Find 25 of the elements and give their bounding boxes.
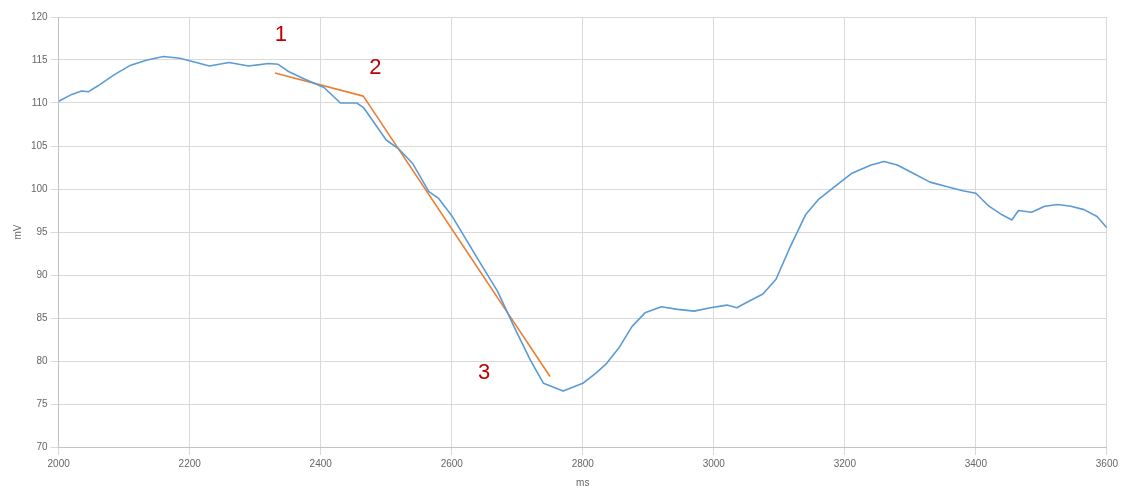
y-tick-label: 70 bbox=[36, 440, 49, 452]
y-tick-label: 100 bbox=[31, 182, 49, 194]
x-tick-label: 2400 bbox=[309, 457, 333, 469]
annotation: 2 bbox=[369, 54, 382, 80]
y-tick-label: 90 bbox=[36, 268, 49, 280]
y-tick-label: 120 bbox=[31, 10, 49, 22]
y-tick-label: 75 bbox=[36, 397, 49, 409]
annotation: 3 bbox=[477, 358, 491, 384]
x-tick-label: 2600 bbox=[440, 457, 464, 469]
y-axis-title: mV bbox=[11, 224, 23, 240]
y-tick-label: 110 bbox=[31, 96, 49, 108]
y-tick-label: 115 bbox=[31, 53, 49, 65]
y-tick-label: 80 bbox=[36, 354, 49, 366]
y-tick-label: 95 bbox=[36, 225, 49, 237]
x-tick-label: 3200 bbox=[833, 457, 857, 469]
x-tick-label: 2800 bbox=[571, 457, 595, 469]
x-tick-label: 3600 bbox=[1095, 457, 1119, 469]
y-tick-label: 105 bbox=[31, 139, 49, 151]
y-tick-label: 85 bbox=[36, 311, 49, 323]
x-tick-label: 2200 bbox=[178, 457, 202, 469]
x-tick-label: 3400 bbox=[964, 457, 988, 469]
annotation: 1 bbox=[274, 20, 287, 46]
x-axis-title: ms bbox=[576, 476, 590, 488]
x-tick-label: 2000 bbox=[47, 457, 71, 469]
x-tick-label: 3000 bbox=[702, 457, 726, 469]
